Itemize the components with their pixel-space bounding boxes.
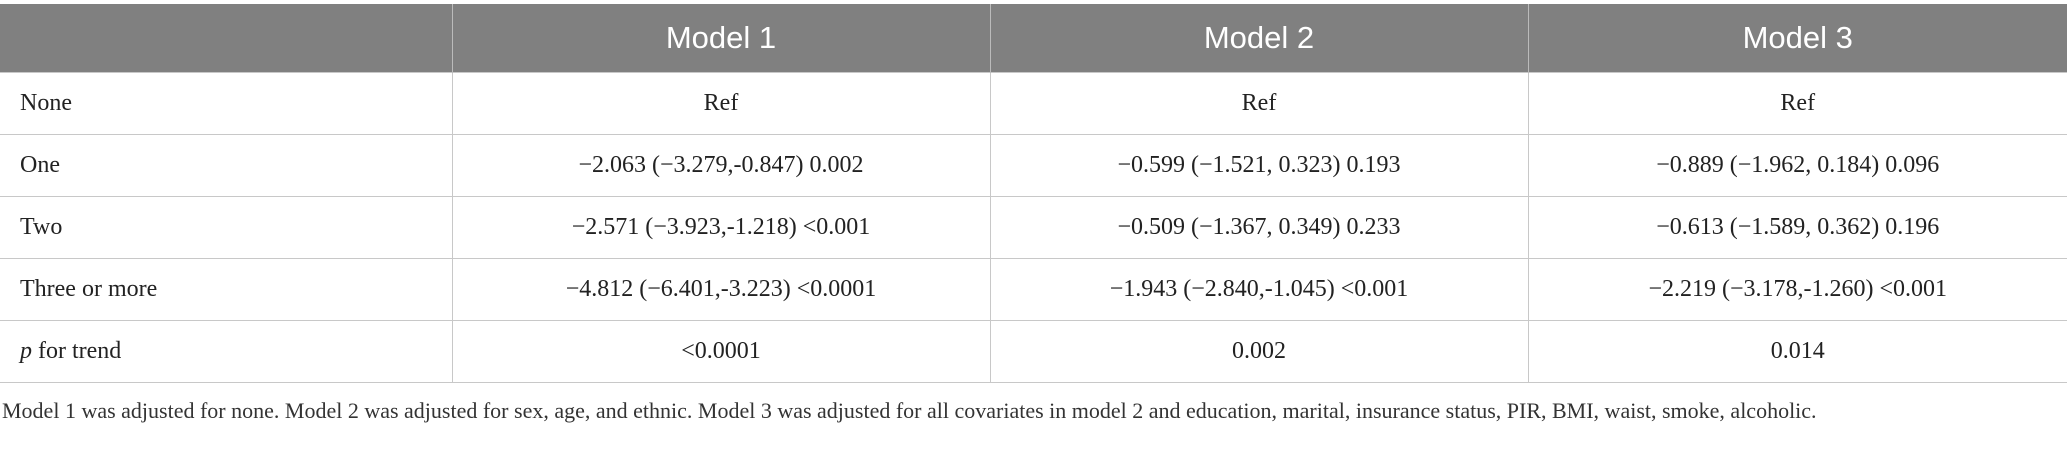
cell: −4.812 (−6.401,-3.223) <0.0001 — [451, 258, 991, 321]
column-header: Model 3 — [1527, 4, 2067, 73]
table-row: Two −2.571 (−3.923,-1.218) <0.001 −0.509 (… — [0, 196, 2067, 259]
table-body: None Ref Ref Ref One −2.063 (−3.279,-0.847) 0… — [0, 72, 2067, 383]
row-label: One — [0, 134, 453, 197]
header-stub — [0, 4, 452, 73]
footnote: Model 1 was adjusted for none. Model 2 w… — [2, 398, 1817, 423]
cell: −2.571 (−3.923,-1.218) <0.001 — [451, 196, 991, 259]
cell: −2.063 (−3.279,-0.847) 0.002 — [451, 134, 991, 197]
cell: 0.002 — [989, 320, 1529, 383]
cell: Ref — [1527, 72, 2067, 135]
cell: −0.599 (−1.521, 0.323) 0.193 — [989, 134, 1529, 197]
results-table: Model 1 Model 2 Model 3 None Ref Ref Ref One −2… — [0, 4, 2067, 383]
cell: −0.613 (−1.589, 0.362) 0.196 — [1527, 196, 2067, 259]
column-header: Model 2 — [989, 4, 1528, 73]
cell: <0.0001 — [451, 320, 991, 383]
cell: Ref — [989, 72, 1529, 135]
cell: 0.014 — [1527, 320, 2067, 383]
column-header: Model 1 — [451, 4, 990, 73]
table-row: p for trend <0.0001 0.002 0.014 — [0, 320, 2067, 383]
header-row: Model 1 Model 2 Model 3 — [0, 4, 2067, 73]
row-label: Three or more — [0, 258, 453, 321]
cell: −0.889 (−1.962, 0.184) 0.096 — [1527, 134, 2067, 197]
table-row: None Ref Ref Ref — [0, 72, 2067, 135]
table-row: Three or more −4.812 (−6.401,-3.223) <0.0… — [0, 258, 2067, 321]
cell: −0.509 (−1.367, 0.349) 0.233 — [989, 196, 1529, 259]
row-label: Two — [0, 196, 453, 259]
cell: −1.943 (−2.840,-1.045) <0.001 — [989, 258, 1529, 321]
cell: Ref — [451, 72, 991, 135]
row-label: p for trend — [0, 320, 453, 383]
cell: −2.219 (−3.178,-1.260) <0.001 — [1527, 258, 2067, 321]
row-label: None — [0, 72, 453, 135]
table-row: One −2.063 (−3.279,-0.847) 0.002 −0.599 (−… — [0, 134, 2067, 197]
